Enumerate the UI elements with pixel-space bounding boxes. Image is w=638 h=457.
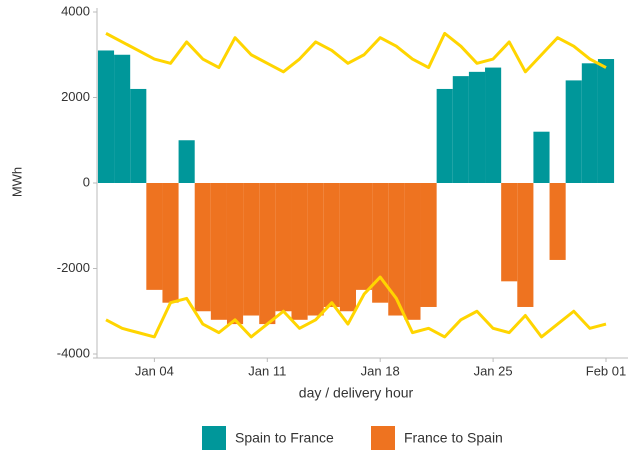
bar [291, 183, 308, 320]
bar [436, 88, 453, 183]
bar [307, 183, 324, 316]
bar [97, 50, 115, 183]
x-tick-label: Jan 04 [135, 363, 174, 378]
bar [404, 183, 421, 320]
bar [275, 183, 292, 312]
y-tick-label: -4000 [57, 345, 90, 360]
y-axis-label: MWh [9, 167, 24, 197]
y-tick-label: 2000 [61, 89, 90, 104]
legend-swatch [202, 426, 226, 450]
bar [533, 131, 550, 183]
bar [243, 183, 260, 316]
bar [452, 76, 469, 183]
bar [130, 88, 147, 183]
legend-swatch [371, 426, 395, 450]
bar [420, 183, 437, 307]
legend-label: France to Spain [404, 430, 503, 446]
bar [146, 183, 163, 290]
y-tick-label: 4000 [61, 3, 90, 18]
capacity-line [105, 275, 607, 339]
bar [178, 140, 195, 183]
y-tick-label: 0 [83, 174, 90, 189]
bar [468, 71, 486, 183]
bar [259, 183, 276, 325]
bar [565, 80, 582, 183]
bar [356, 183, 373, 290]
legend-label: Spain to France [235, 430, 334, 446]
bar [597, 59, 615, 183]
y-tick-label: -2000 [57, 260, 90, 275]
x-tick-label: Feb 01 [586, 363, 626, 378]
bar [549, 183, 566, 260]
bar [581, 63, 598, 183]
x-axis-label: day / delivery hour [299, 385, 414, 401]
bar [114, 54, 131, 183]
x-tick-label: Jan 18 [361, 363, 400, 378]
bar [388, 183, 405, 316]
bar [372, 183, 389, 303]
bar [210, 183, 227, 320]
bar [485, 67, 502, 183]
bar [194, 183, 211, 312]
capacity-line [105, 31, 607, 74]
bar [339, 183, 356, 312]
bar [323, 183, 340, 307]
bar [226, 183, 244, 325]
x-tick-label: Jan 25 [474, 363, 513, 378]
bar [162, 183, 179, 303]
bar [501, 183, 518, 282]
x-tick-label: Jan 11 [248, 363, 286, 378]
bar [517, 183, 534, 307]
